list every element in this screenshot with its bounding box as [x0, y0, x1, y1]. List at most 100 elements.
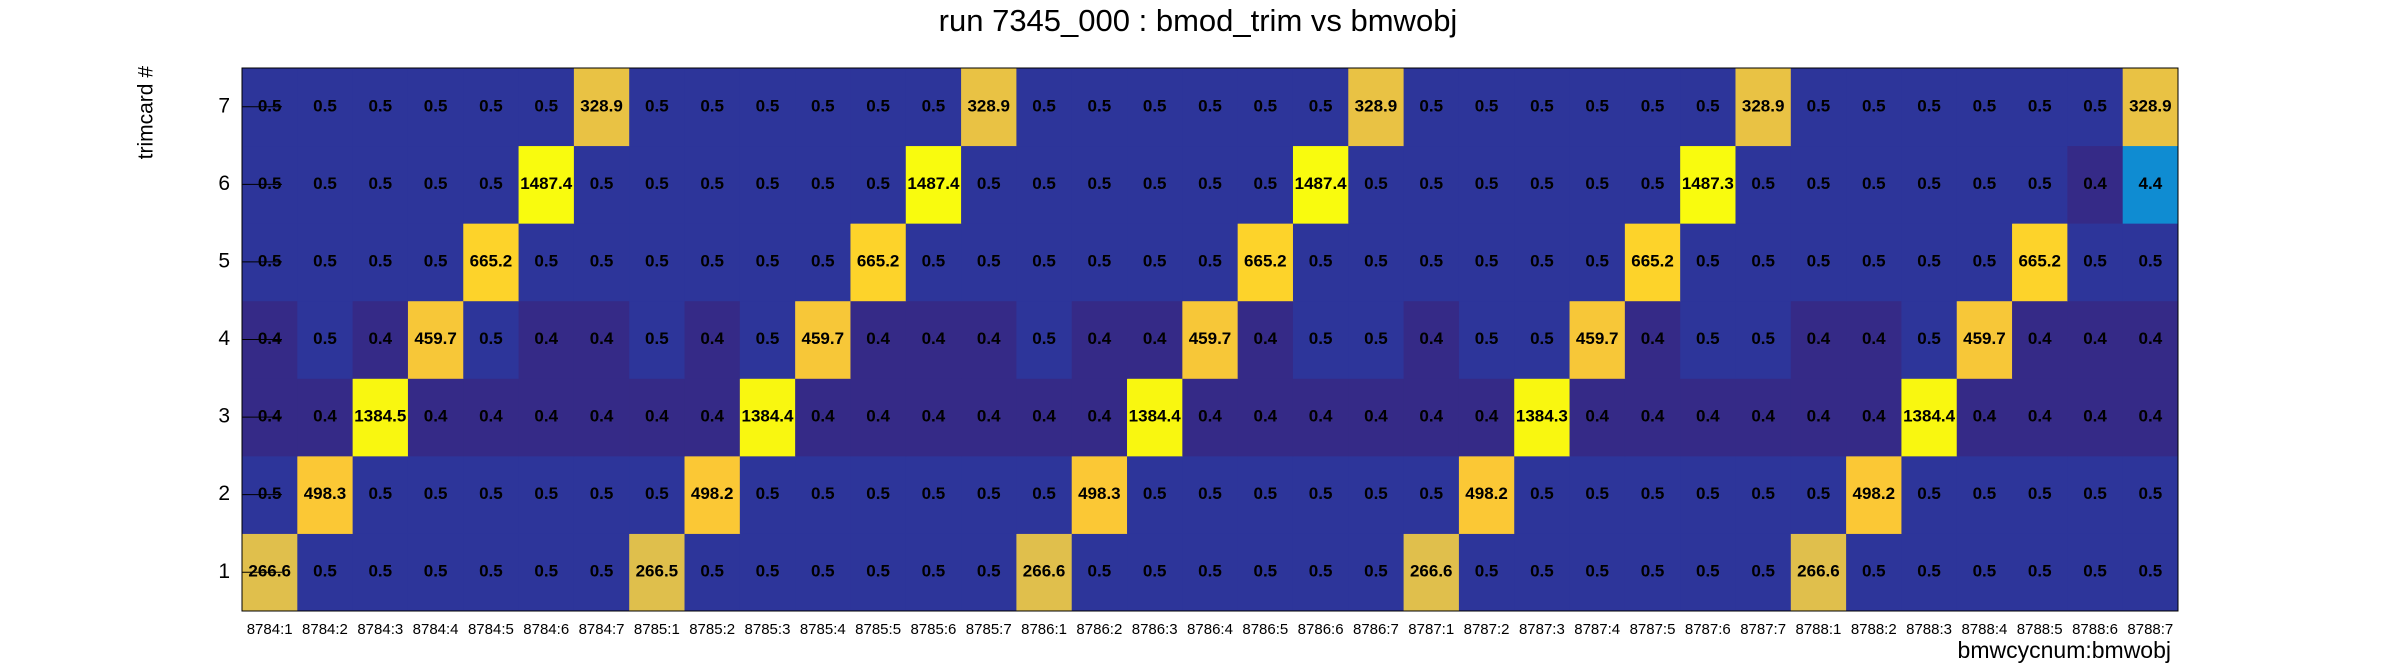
cell-label: 0.5 — [977, 174, 1001, 193]
cell-label: 0.5 — [866, 96, 890, 115]
cell-label: 0.5 — [313, 329, 337, 348]
heat-cell — [297, 300, 354, 379]
cell-label: 0.5 — [2083, 96, 2107, 115]
cell-label: 0.5 — [1862, 562, 1886, 581]
cell-label: 0.5 — [258, 484, 282, 503]
heat-cell — [1292, 300, 1349, 379]
cell-label: 0.4 — [700, 407, 724, 426]
heat-cell — [407, 300, 464, 379]
cell-label: 0.5 — [756, 484, 780, 503]
cell-label: 0.4 — [479, 407, 503, 426]
heat-cell — [850, 223, 907, 302]
heat-cell — [2067, 533, 2124, 612]
heat-cell — [905, 68, 962, 147]
cell-label: 0.5 — [1088, 96, 1112, 115]
cell-label: 0.4 — [1253, 407, 1277, 426]
cell-label: 0.4 — [1143, 329, 1167, 348]
cell-label: 1487.4 — [1295, 174, 1348, 193]
y-tick-label: 3 — [218, 405, 230, 428]
chart-title: run 7345_000 : bmod_trim vs bmwobj — [939, 3, 1458, 38]
heat-cell — [1846, 455, 1902, 534]
cell-label: 0.5 — [1364, 251, 1388, 270]
heat-cell — [1901, 223, 1958, 302]
cell-label: 0.4 — [1198, 407, 1222, 426]
cell-label: 0.5 — [922, 251, 946, 270]
heat-cell — [1403, 378, 1460, 457]
cell-label: 0.4 — [866, 329, 890, 348]
x-axis-title: bmwcycnum:bmwobj — [1958, 637, 2171, 663]
heat-cell — [1403, 145, 1460, 224]
cell-label: 0.4 — [368, 329, 392, 348]
heat-cell — [1735, 145, 1792, 224]
heat-cell — [1956, 68, 2013, 147]
heat-cell — [1569, 378, 1626, 457]
heat-cell — [518, 533, 575, 612]
cell-label: 498.2 — [1465, 484, 1508, 503]
x-tick-label: 8788:1 — [1796, 621, 1842, 638]
cell-label: 0.5 — [368, 96, 392, 115]
heat-cell — [1514, 68, 1571, 147]
cell-label: 4.4 — [2139, 174, 2163, 193]
heat-cell — [518, 378, 575, 457]
cell-label: 0.5 — [922, 484, 946, 503]
cell-label: 0.5 — [1641, 174, 1665, 193]
cell-label: 0.5 — [1530, 329, 1554, 348]
cell-label: 0.4 — [700, 329, 724, 348]
heat-cell — [1624, 455, 1681, 534]
cell-label: 0.4 — [1807, 407, 1831, 426]
cell-label: 0.5 — [479, 96, 503, 115]
cell-label: 0.5 — [1088, 251, 1112, 270]
heat-cell — [2122, 533, 2179, 612]
x-tick-label: 8787:6 — [1685, 621, 1731, 638]
x-tick-label: 8785:4 — [800, 621, 846, 638]
heat-cell — [905, 378, 962, 457]
cell-label: 665.2 — [2018, 251, 2061, 270]
heat-cell — [1127, 378, 1183, 457]
heat-cell — [961, 455, 1017, 534]
cell-label: 0.4 — [534, 407, 558, 426]
heat-cell — [1680, 455, 1736, 534]
heat-cell — [1348, 145, 1405, 224]
heat-cell — [795, 68, 851, 147]
heat-cell — [1016, 378, 1073, 457]
cell-label: 0.5 — [1309, 562, 1333, 581]
heat-cell — [684, 223, 741, 302]
cell-label: 0.5 — [811, 484, 835, 503]
heat-cell — [961, 145, 1017, 224]
heat-cell — [297, 145, 354, 224]
heat-cell — [1237, 533, 1294, 612]
cell-label: 0.5 — [1585, 174, 1609, 193]
x-tick-label: 8787:2 — [1464, 621, 1510, 638]
cell-label: 0.5 — [368, 174, 392, 193]
cell-label: 0.5 — [1032, 96, 1056, 115]
heat-cell — [1790, 145, 1847, 224]
cell-label: 0.5 — [479, 484, 503, 503]
x-tick-label: 8786:2 — [1076, 621, 1122, 638]
cell-label: 0.5 — [1364, 562, 1388, 581]
heat-cell — [1016, 68, 1073, 147]
cell-label: 0.5 — [1198, 251, 1222, 270]
cell-label: 328.9 — [1742, 96, 1785, 115]
x-tick-label: 8787:5 — [1630, 621, 1676, 638]
heat-cell — [629, 68, 686, 147]
heat-cell — [2012, 68, 2068, 147]
cell-label: 1384.4 — [1129, 407, 1182, 426]
cell-label: 0.5 — [645, 251, 669, 270]
cell-label: 0.4 — [1419, 329, 1443, 348]
cell-label: 0.5 — [1973, 174, 1997, 193]
cell-label: 0.5 — [2139, 562, 2163, 581]
heat-cell — [1016, 455, 1073, 534]
cell-label: 0.4 — [2028, 329, 2052, 348]
heat-cell — [407, 145, 464, 224]
heat-cell — [573, 300, 630, 379]
cell-label: 0.5 — [1585, 562, 1609, 581]
heat-cell — [629, 378, 686, 457]
cell-label: 0.4 — [2028, 407, 2052, 426]
cell-label: 0.5 — [1807, 484, 1831, 503]
heat-cell — [850, 378, 907, 457]
cell-label: 0.5 — [1309, 251, 1333, 270]
cell-label: 0.5 — [922, 96, 946, 115]
heat-cell — [1846, 223, 1902, 302]
cell-label: 0.5 — [977, 562, 1001, 581]
y-tick-label: 2 — [218, 482, 230, 505]
